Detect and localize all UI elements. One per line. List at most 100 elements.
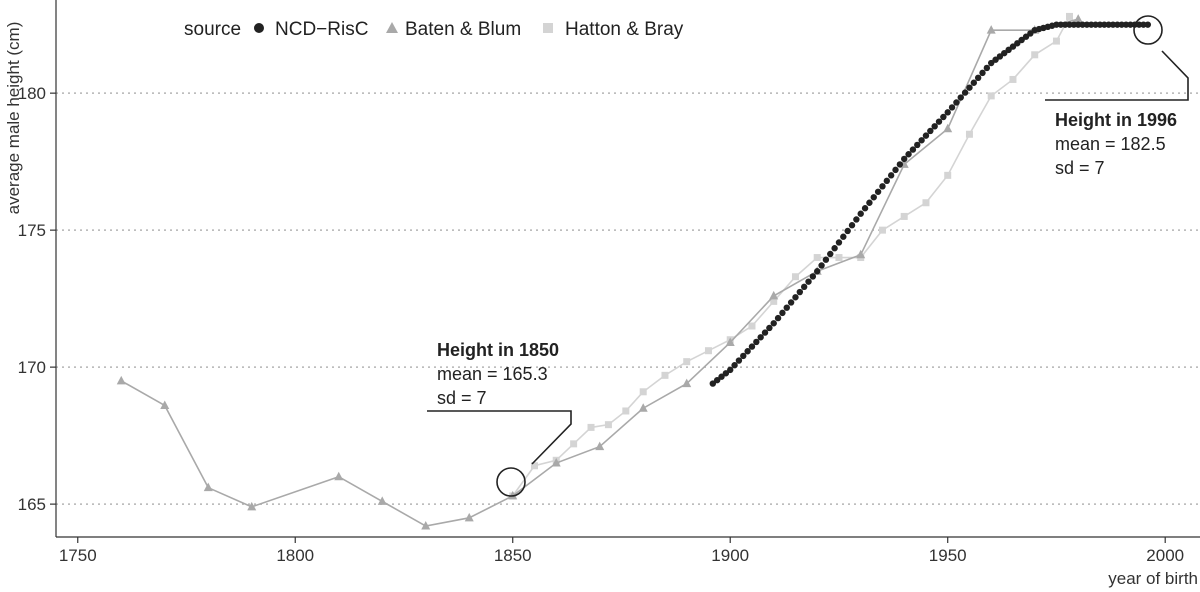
x-axis-title: year of birth — [1108, 569, 1198, 588]
y-tick-label-180: 180 — [18, 84, 46, 103]
ncd-point-1965 — [1009, 43, 1017, 50]
x-ticks: 1750 1800 1850 1900 1950 2000 — [59, 537, 1184, 565]
baten-point-1860 — [551, 458, 561, 467]
ncd-point-1905 — [748, 343, 756, 350]
hatton-point-1872 — [604, 421, 612, 429]
baten-point-1930 — [856, 249, 866, 259]
ncd-point-1941 — [905, 151, 912, 158]
ncd-point-1913 — [783, 304, 790, 311]
ncd-point-1966 — [1014, 40, 1021, 47]
x-tick-label-1750: 1750 — [59, 546, 97, 565]
baten-point-1910 — [769, 290, 779, 300]
ncd-point-1901 — [731, 362, 738, 369]
ncd-point-1921 — [818, 262, 825, 269]
baten-point-1960 — [986, 25, 996, 34]
annotation-1850-title: Height in 1850 — [437, 340, 559, 360]
ncd-point-1906 — [753, 338, 760, 346]
hatton-point-1885 — [661, 371, 669, 379]
ncd-point-1961 — [992, 56, 999, 63]
hatton-point-1855 — [530, 462, 538, 470]
baten-line — [120, 18, 1079, 527]
legend-hatton-marker — [543, 23, 553, 33]
hatton-point-1864 — [570, 440, 578, 448]
ncd-point-1958 — [979, 69, 986, 77]
ncd-point-1946 — [927, 127, 934, 135]
ncd-point-1927 — [844, 227, 851, 235]
hatton-point-1935 — [878, 226, 886, 234]
hatton-point-1876 — [622, 407, 630, 415]
ncd-point-1902 — [735, 357, 743, 364]
ncd-point-1943 — [914, 141, 921, 149]
series-layer — [116, 12, 1152, 530]
hatton-point-1965 — [1009, 75, 1017, 83]
annotation-1850-mean: mean = 165.3 — [437, 364, 548, 384]
x-tick-label-1850: 1850 — [494, 546, 532, 565]
ncd-point-1899 — [722, 370, 730, 377]
annotation-1850: Height in 1850 mean = 165.3 sd = 7 — [427, 340, 572, 497]
ncd-point-1948 — [935, 118, 943, 125]
ncd-point-1947 — [931, 123, 938, 130]
baten-point-1830 — [421, 521, 431, 530]
ncd-point-1926 — [840, 233, 847, 240]
ncd-point-1996 — [1144, 21, 1152, 28]
hatton-point-1975 — [1052, 37, 1060, 45]
ncd-point-1928 — [848, 222, 856, 229]
ncd-point-1944 — [918, 137, 925, 144]
annotation-1996-circle — [1133, 15, 1163, 45]
y-tick-label-175: 175 — [18, 221, 46, 240]
y-ticks: 165 170 175 180 — [18, 84, 56, 514]
hatton-point-1895 — [704, 347, 712, 355]
hatton-point-1910 — [770, 297, 778, 305]
hatton-point-1955 — [965, 130, 973, 138]
ncd-point-1932 — [866, 199, 873, 206]
ncd-points — [709, 21, 1152, 387]
y-tick-label-165: 165 — [18, 495, 46, 514]
ncd-point-1940 — [901, 155, 908, 163]
hatton-point-1950 — [944, 171, 952, 179]
legend: source NCD−RisC Baten & Blum Hatton & Br… — [184, 19, 684, 40]
hatton-point-1960 — [987, 92, 995, 100]
legend-ncd-label: NCD−RisC — [275, 19, 368, 40]
legend-title: source — [184, 19, 241, 40]
annotation-1850-leader — [427, 410, 572, 465]
annotation-1996-title: Height in 1996 — [1055, 110, 1177, 130]
ncd-point-1918 — [805, 278, 812, 285]
baten-point-1810 — [334, 471, 344, 481]
axes — [55, 0, 1200, 538]
hatton-point-1915 — [791, 273, 799, 281]
ncd-point-1936 — [883, 177, 891, 185]
hatton-point-1905 — [748, 322, 756, 330]
ncd-point-1955 — [966, 84, 973, 91]
baten-point-1870 — [595, 441, 605, 451]
ncd-point-1919 — [809, 273, 817, 280]
grid-lines — [56, 92, 1200, 505]
ncd-point-1920 — [814, 268, 821, 275]
ncd-point-1942 — [909, 146, 917, 153]
legend-baten-marker — [386, 22, 398, 33]
ncd-point-1953 — [957, 94, 964, 101]
ncd-point-1922 — [822, 256, 830, 263]
ncd-point-1957 — [974, 74, 982, 82]
hatton-point-1880 — [639, 388, 647, 396]
baten-point-1820 — [377, 496, 387, 505]
ncd-point-1969 — [1027, 30, 1034, 37]
ncd-point-1949 — [940, 113, 947, 121]
annotation-1850-sd: sd = 7 — [437, 388, 487, 408]
hatton-point-1945 — [922, 199, 930, 207]
ncd-point-1950 — [944, 109, 951, 116]
ncd-point-1938 — [892, 166, 899, 174]
hatton-point-1940 — [900, 212, 908, 220]
x-tick-label-2000: 2000 — [1146, 546, 1184, 565]
ncd-point-1900 — [727, 366, 734, 374]
ncd-point-1915 — [792, 294, 799, 301]
ncd-point-1904 — [744, 348, 751, 355]
ncd-point-1956 — [970, 79, 978, 86]
legend-hatton-label: Hatton & Bray — [565, 19, 684, 40]
ncd-point-1959 — [983, 64, 991, 72]
x-tick-label-1800: 1800 — [276, 546, 314, 565]
ncd-point-1908 — [761, 329, 769, 336]
ncd-point-1937 — [887, 172, 895, 179]
baten-point-1840 — [464, 512, 474, 522]
annotation-1850-circle — [496, 467, 526, 497]
